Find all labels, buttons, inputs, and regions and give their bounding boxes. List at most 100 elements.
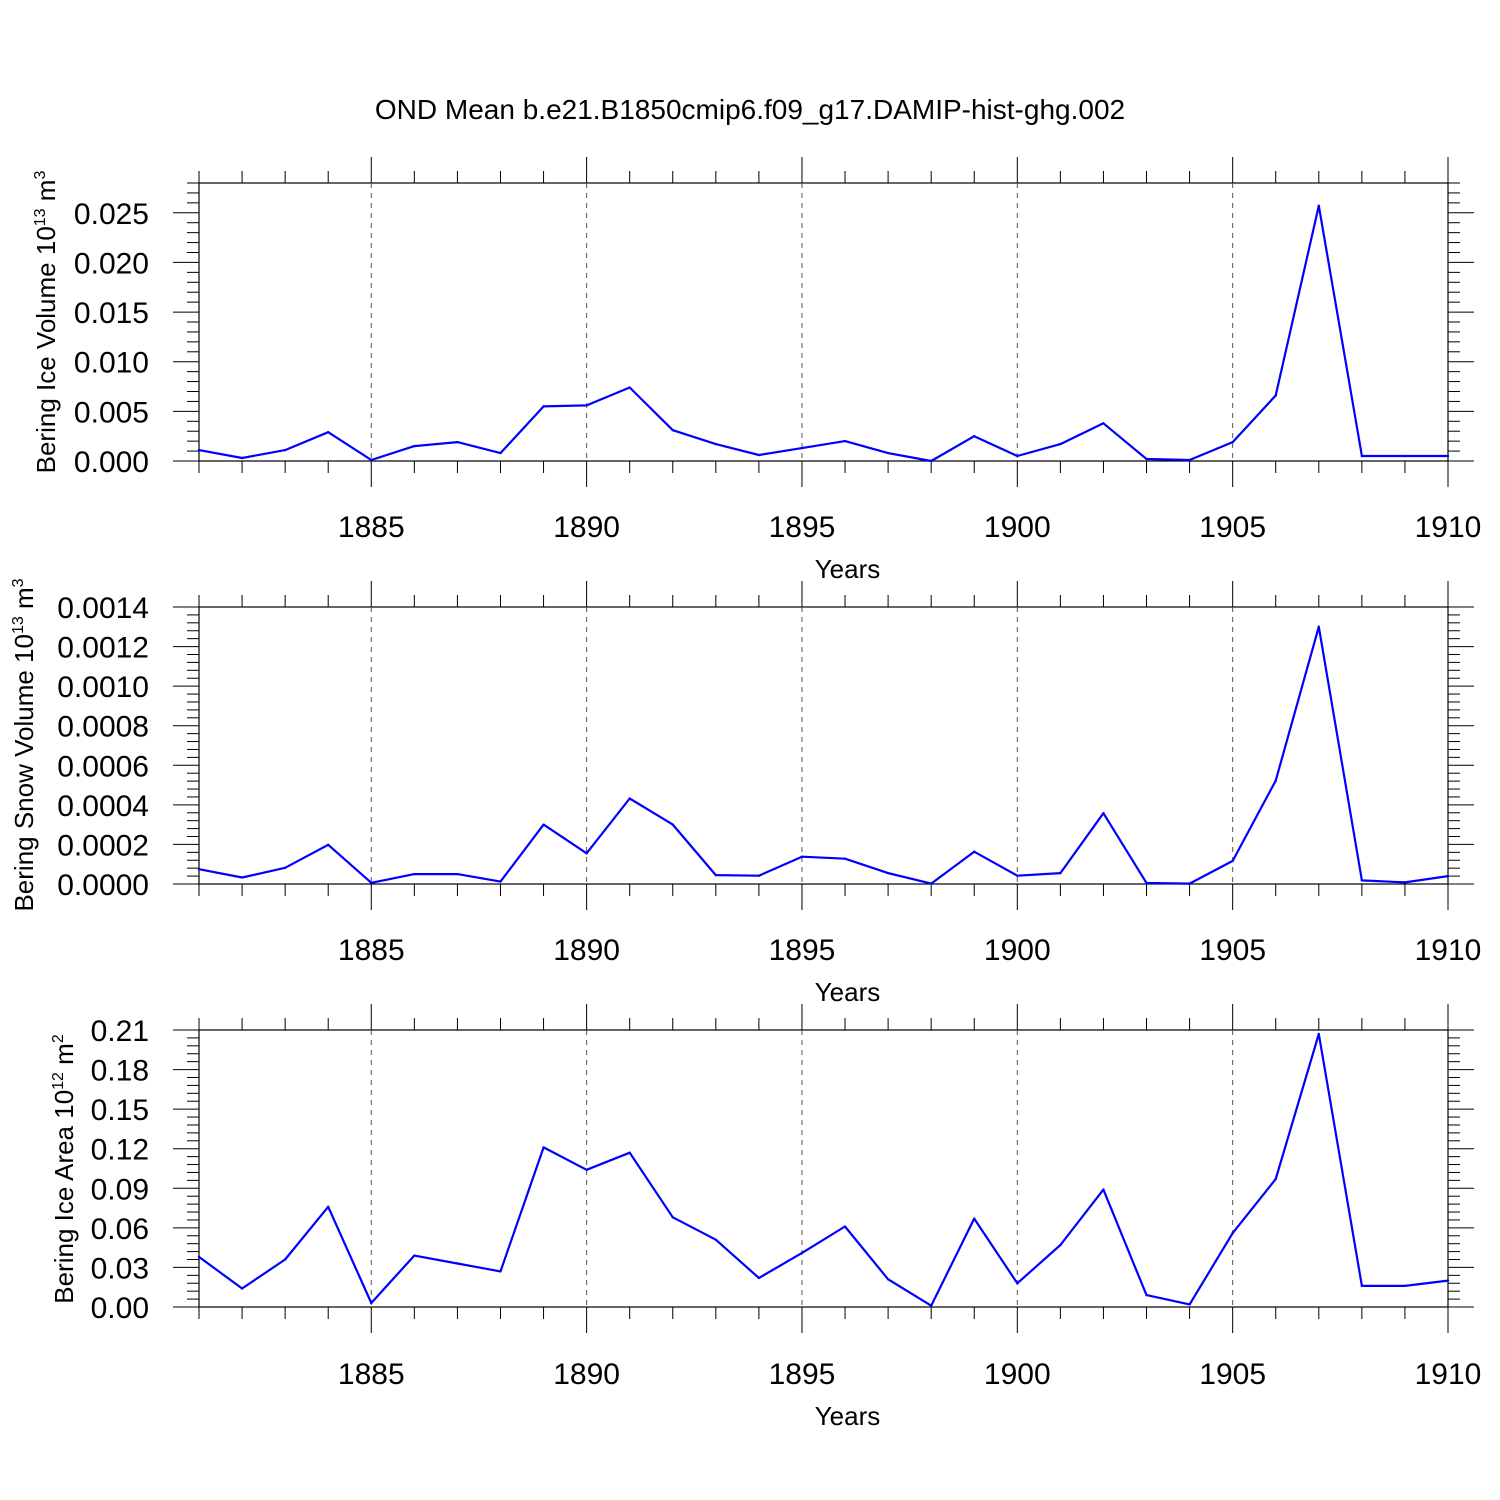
data-point [370,458,373,462]
data-point [757,453,761,457]
data-point [1403,1284,1407,1288]
x-tick-label: 1905 [1199,934,1266,967]
y-tick-label: 0.09 [91,1173,149,1206]
y-axis-label-superscript: 3 [32,171,49,180]
data-point [1231,440,1234,444]
data-point [327,431,330,434]
y-tick-label: 0.12 [91,1134,149,1167]
panel-3: 1885 1890 1895 1900 1905 1910 Years 0.00 0.03 0.0… [49,1004,1481,1431]
y-axis-label-superscript: 13 [32,208,49,226]
x-axis-label: Years [815,554,881,584]
data-point [800,1251,804,1255]
data-point [1016,1282,1019,1285]
data-point [886,451,890,455]
x-axis-label: Years [815,977,881,1007]
plot-frame [198,1029,1449,1308]
data-point [585,1168,588,1172]
y-tick-label: 0.015 [74,297,149,330]
data-point [1188,458,1191,462]
data-point [1231,1231,1234,1235]
data-point [1317,625,1320,628]
series-line [198,625,1449,885]
x-tick-label: 1895 [769,934,836,967]
figure-title: OND Mean b.e21.B1850cmip6.f09_g17.DAMIP-… [375,94,1125,125]
x-tick-label: 1900 [984,934,1051,967]
y-tick-label: 0.0014 [57,592,149,625]
data-point [240,456,244,460]
data-point [197,867,201,871]
data-point [370,1301,373,1305]
y-tick-label: 0.0002 [57,829,149,862]
data-point [283,866,287,869]
data-point [1059,1243,1062,1247]
data-point [1446,874,1450,878]
data-point [327,1205,330,1208]
y-axis-label-text: Bering Ice Area 10 [49,1090,79,1304]
x-tick-label: 1910 [1415,511,1482,544]
data-point [1188,882,1191,885]
data-point [886,1278,890,1281]
data-point [1145,1293,1148,1297]
data-point [1317,204,1320,208]
data-point [929,1304,933,1307]
x-tick-label: 1885 [338,934,405,967]
y-tick-label: 0.000 [74,446,149,479]
x-tick-label: 1905 [1199,511,1266,544]
x-tick-label: 1900 [984,511,1051,544]
data-point [327,843,330,847]
data-point [671,429,674,432]
y-tick-label: 0.0000 [57,869,149,902]
data-point [499,880,502,883]
y-axis-label-superscript: 12 [50,1072,67,1090]
data-point [1403,454,1407,458]
data-point [800,446,804,450]
y-tick-label: 0.010 [74,347,149,380]
y-tick-label: 0.0012 [57,632,149,665]
y-tick-label: 0.020 [74,247,149,280]
y-axis-label: Bering Snow Volume 1013 m3 [9,578,39,911]
data-point [1274,394,1277,397]
series-line [198,204,1448,463]
data-point [886,871,890,875]
data-point [1231,859,1234,863]
data-point [628,797,631,800]
y-tick-label: 0.15 [91,1094,149,1127]
data-point [1059,871,1062,875]
data-point [456,1262,459,1265]
y-axis-label-text: m [9,587,39,616]
data-point [240,1287,244,1290]
y-axis-label-superscript: 3 [10,578,27,587]
data-point [1145,881,1148,885]
x-tick-label: 1885 [338,1358,405,1391]
panel-1: 1885 1890 1895 1900 1905 1910 Years 0.000 0.005 0… [31,157,1481,584]
y-tick-label: 0.025 [74,198,149,231]
x-tick-label: 1905 [1199,1358,1266,1391]
plot-frame [198,606,1449,885]
x-tick-label: 1895 [769,511,836,544]
y-tick-label: 0.06 [91,1213,149,1246]
data-point [197,448,201,452]
data-point [671,1216,674,1219]
data-point [843,439,847,443]
series-line [198,1032,1449,1307]
panels: 1885 1890 1895 1900 1905 1910 Years 0.000 0.005 0… [9,157,1481,1431]
y-tick-label: 0.03 [91,1252,149,1285]
data-point [1446,1279,1450,1282]
data-point [542,823,545,826]
x-tick-label: 1890 [553,511,620,544]
data-point [456,872,459,876]
y-tick-label: 0.21 [91,1015,149,1048]
data-point [757,1276,761,1280]
data-point [499,1270,502,1273]
y-axis-label-text: Bering Ice Volume 10 [31,226,61,473]
data-point [714,442,718,446]
data-point [757,874,761,877]
y-tick-label: 0.0008 [57,711,149,744]
y-tick-label: 0.005 [74,396,149,429]
data-point [1360,1284,1364,1288]
data-point [973,1217,976,1220]
data-point [1016,874,1019,877]
data-point [283,448,287,452]
